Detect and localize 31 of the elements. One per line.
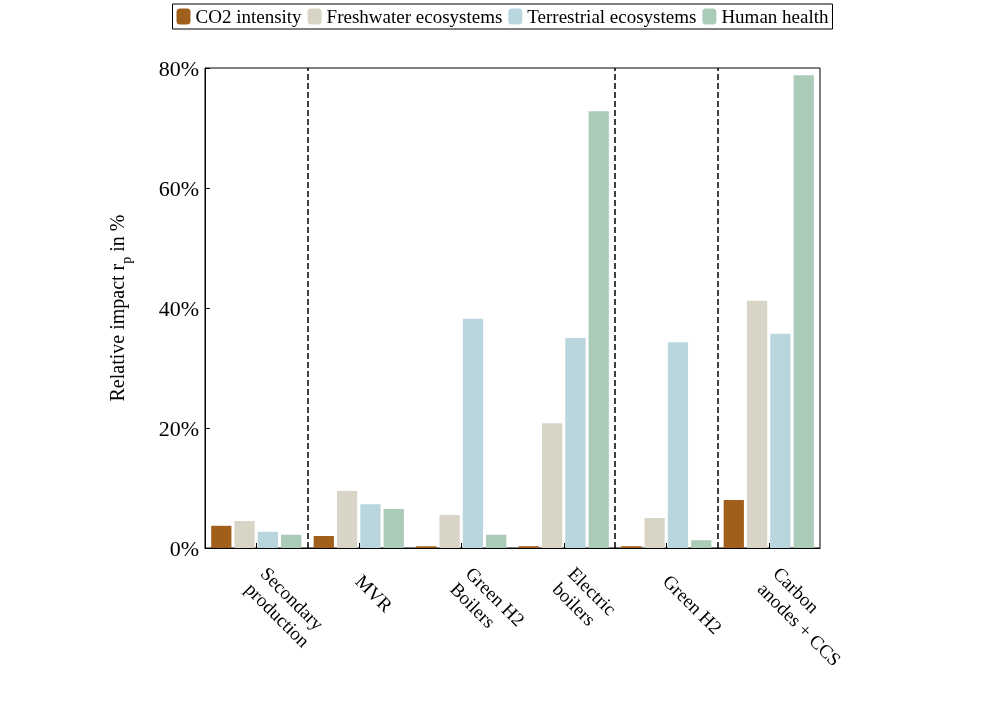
bar [211, 525, 232, 548]
y-tick-label: 80% [158, 55, 199, 81]
legend-label: Terrestrial ecosystems [527, 6, 697, 27]
bar [644, 518, 665, 548]
bar [667, 342, 689, 548]
bar [691, 540, 712, 548]
bar [462, 318, 484, 548]
bar [541, 423, 563, 548]
bar [793, 75, 814, 548]
y-tick-label: 40% [158, 295, 199, 321]
bar [234, 521, 255, 548]
bar [746, 300, 768, 548]
legend-label: Human health [721, 6, 829, 27]
bar [588, 111, 609, 548]
bar [486, 534, 507, 548]
y-tick-label: 20% [158, 415, 199, 441]
y-tick-label: 0% [169, 535, 199, 561]
bar [257, 531, 279, 548]
bar [383, 509, 404, 548]
bar [723, 500, 744, 548]
bar [439, 515, 460, 548]
legend-label: CO2 intensity [195, 6, 303, 27]
bar [565, 338, 586, 548]
bar [281, 534, 302, 548]
y-axis-title: Relative impact rp in % [106, 214, 134, 402]
bar [770, 333, 791, 548]
y-tick-label: 60% [158, 175, 199, 201]
bar [360, 504, 381, 548]
bar [313, 536, 334, 548]
bar [336, 491, 358, 548]
legend-label: Freshwater ecosystems [326, 6, 503, 27]
